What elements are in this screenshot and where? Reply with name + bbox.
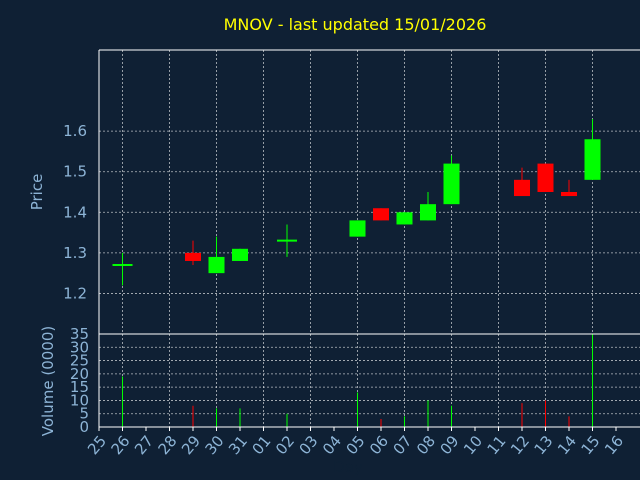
x-tick-label: 12 [507,432,533,458]
candle-body [373,208,389,221]
x-tick-label: 15 [578,432,604,458]
x-tick-label: 05 [343,432,369,458]
x-tick-label: 07 [390,432,416,458]
x-tick-label: 03 [296,432,322,458]
volume-axis-label: Volume (0000) [39,326,57,436]
candle-body [537,163,554,192]
volume-tick-label: 0 [79,418,89,436]
volume-tick-label: 35 [70,325,89,343]
x-tick-label: 06 [366,432,392,458]
price-tick-label: 1.4 [63,203,87,221]
x-tick-label: 08 [413,432,439,458]
candle-body [584,139,601,180]
candle-body [396,212,413,225]
candle-body [443,163,460,205]
candle-body [420,204,436,221]
x-tick-label: 02 [272,432,298,458]
candle-body [208,256,225,274]
x-tick-label: 31 [225,432,251,458]
volume-tick-label: 5 [79,405,89,423]
x-tick-label: 14 [554,432,580,458]
x-tick-label: 09 [437,432,463,458]
price-tick-label: 1.5 [63,163,87,181]
volume-tick-label: 20 [70,365,89,383]
volume-tick-label: 10 [70,391,89,409]
price-tick-label: 1.2 [63,284,87,302]
x-tick-label: 26 [108,432,134,458]
candle-body [561,192,577,197]
volume-tick-label: 25 [70,352,89,370]
candle-body [185,252,201,261]
price-axis-label: Price [28,174,46,211]
x-tick-label: 27 [131,432,157,458]
x-tick-label: 30 [202,432,228,458]
candle-body [232,248,248,261]
x-tick-label: 04 [319,432,345,458]
candle-body [349,220,366,237]
candle-body [514,179,530,197]
x-tick-label: 13 [531,432,557,458]
volume-tick-label: 30 [70,338,89,356]
price-tick-label: 1.3 [63,244,87,262]
price-tick-label: 1.6 [63,122,87,140]
x-tick-label: 28 [155,432,181,458]
x-tick-label: 16 [601,432,627,458]
x-tick-label: 10 [460,432,486,458]
volume-tick-label: 15 [70,378,89,396]
x-tick-label: 01 [249,432,275,458]
x-axis-label: Day [333,458,363,476]
chart-title: MNOV - last updated 15/01/2026 [224,15,487,34]
x-tick-label: 29 [178,432,204,458]
x-tick-label: 11 [484,432,510,458]
